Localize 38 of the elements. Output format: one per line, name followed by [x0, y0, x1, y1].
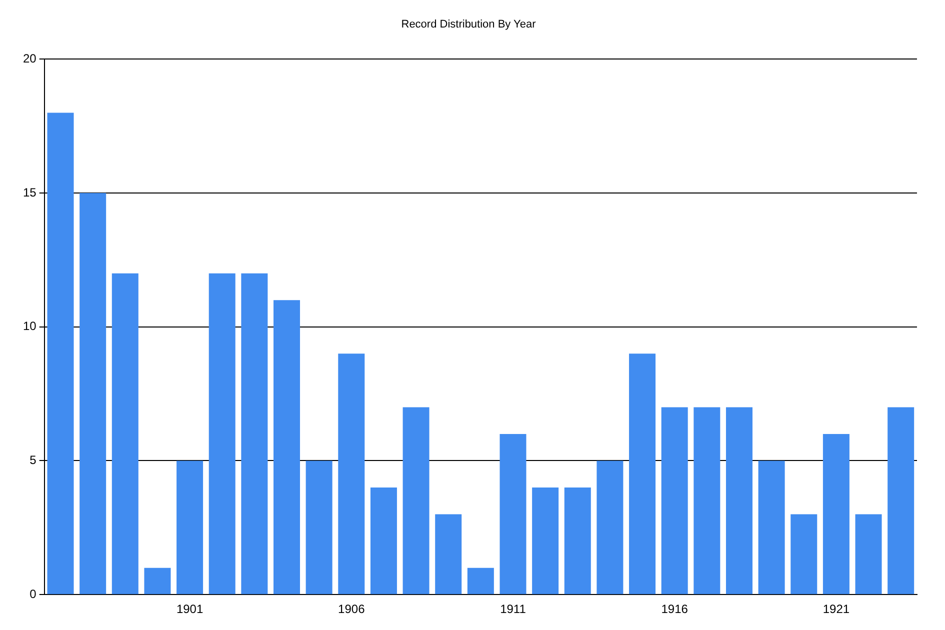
bar [435, 514, 462, 594]
x-tick-label: 1916 [661, 602, 688, 616]
bar [338, 354, 365, 594]
y-tick-label: 5 [30, 453, 37, 468]
y-tick-label: 0 [30, 586, 37, 601]
x-tick-label: 1901 [176, 602, 204, 616]
bar [370, 488, 397, 594]
bar [532, 488, 559, 594]
bar [888, 407, 914, 594]
bar [274, 300, 300, 594]
y-tick-label: 15 [22, 185, 37, 200]
bar [467, 568, 494, 594]
x-tick-label: 1921 [822, 602, 850, 616]
bar [144, 568, 171, 594]
bar [208, 273, 236, 594]
bar [176, 460, 204, 594]
bar [500, 434, 526, 594]
bar [112, 273, 138, 594]
bar [855, 514, 882, 594]
chart-title: Record Distribution By Year [401, 18, 536, 31]
bar [47, 112, 74, 594]
bar [80, 193, 106, 594]
bar [629, 354, 656, 594]
y-tick-label: 20 [22, 52, 37, 66]
bar [758, 460, 785, 594]
bar [564, 488, 591, 594]
bar [726, 407, 752, 594]
bar [661, 407, 688, 594]
bar [596, 460, 624, 594]
bar [790, 514, 818, 594]
x-tick-label: 1906 [338, 602, 366, 616]
bar [306, 460, 332, 594]
bar [694, 407, 720, 594]
x-tick-label: 1911 [500, 602, 526, 616]
y-tick-label: 10 [22, 319, 37, 334]
bar [822, 434, 850, 594]
bar [241, 273, 268, 594]
bar [402, 407, 430, 594]
